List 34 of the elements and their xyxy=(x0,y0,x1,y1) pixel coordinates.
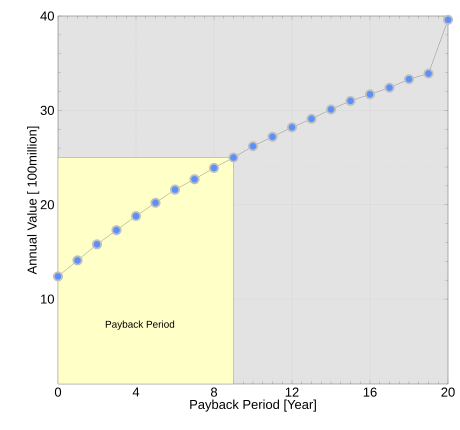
point xyxy=(130,210,142,222)
x-tick-label: 0 xyxy=(54,388,62,397)
x-tick-label: 20 xyxy=(441,388,455,397)
point xyxy=(92,239,102,250)
point xyxy=(248,141,258,152)
point xyxy=(111,225,122,236)
point xyxy=(384,82,395,93)
point xyxy=(189,174,200,184)
y-axis-title: Annual Value [ 100million] xyxy=(27,126,40,274)
y-tick-label: 30 xyxy=(40,106,54,115)
point xyxy=(423,68,434,79)
point xyxy=(228,152,239,163)
x-tick-label: 8 xyxy=(210,388,218,397)
x-axis-title: Payback Period [Year] xyxy=(190,400,316,412)
x-tick-label: 4 xyxy=(132,388,140,396)
y-tick-label: 20 xyxy=(40,200,54,210)
point xyxy=(52,271,64,282)
point xyxy=(72,255,83,266)
point xyxy=(267,132,278,142)
point xyxy=(170,184,180,195)
x-tick-label: 16 xyxy=(364,388,377,397)
y-tick-label: 10 xyxy=(41,294,54,304)
point xyxy=(306,114,317,124)
point xyxy=(442,14,454,25)
x-tick-label: 12 xyxy=(286,388,299,397)
point xyxy=(404,74,414,84)
point xyxy=(364,89,376,100)
y-tick-label: 40 xyxy=(40,11,54,21)
point xyxy=(286,122,298,132)
point xyxy=(150,198,161,208)
point xyxy=(345,96,356,106)
annotation: Payback Period xyxy=(106,320,174,330)
point xyxy=(208,162,220,173)
point xyxy=(326,104,336,114)
